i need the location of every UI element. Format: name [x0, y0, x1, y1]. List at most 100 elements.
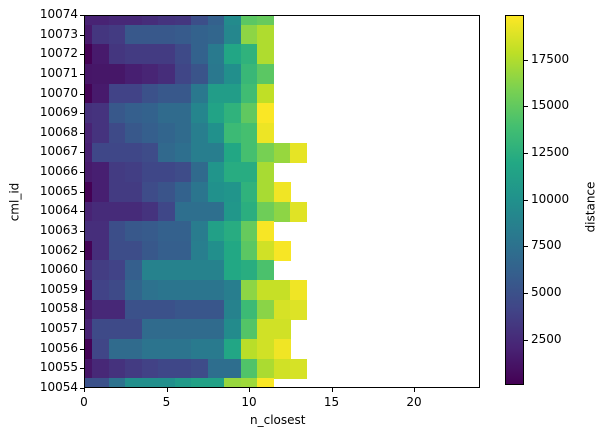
- heatmap-cell: [174, 201, 192, 222]
- heatmap-cell: [240, 221, 258, 242]
- heatmap-cell: [273, 280, 291, 301]
- heatmap-cell: [257, 201, 275, 222]
- heatmap-cell: [108, 240, 126, 261]
- heatmap-cell: [174, 378, 192, 388]
- y-tick-label: 10064: [39, 203, 78, 218]
- colorbar: [505, 15, 524, 385]
- heatmap-cell: [273, 240, 291, 261]
- y-tick-label: 10068: [39, 124, 78, 139]
- heatmap-cell: [108, 64, 126, 85]
- heatmap-cell: [224, 260, 242, 281]
- y-tick: [80, 113, 84, 115]
- heatmap-cell: [207, 299, 225, 320]
- heatmap-cell: [191, 280, 209, 301]
- heatmap-cell: [141, 260, 159, 281]
- heatmap-cell: [207, 221, 225, 242]
- heatmap-cell: [273, 319, 291, 340]
- y-tick: [80, 93, 84, 95]
- heatmap-cell: [174, 24, 192, 45]
- heatmap-cell: [290, 142, 308, 163]
- y-axis-title: cml_id: [7, 182, 22, 222]
- heatmap-cell: [174, 83, 192, 104]
- y-tick-label: 10060: [39, 262, 78, 277]
- heatmap-cell: [224, 358, 242, 379]
- heatmap-cell: [158, 299, 176, 320]
- heatmap-cell: [108, 299, 126, 320]
- heatmap-cell: [257, 83, 275, 104]
- heatmap-cell: [224, 15, 242, 26]
- colorbar-tick: [524, 246, 528, 248]
- heatmap-cell: [240, 358, 258, 379]
- x-tick: [249, 388, 250, 392]
- heatmap-cell: [290, 299, 308, 320]
- heatmap-cell: [191, 221, 209, 242]
- colorbar-tick-label: 15000: [531, 98, 570, 113]
- heatmap-cell: [108, 378, 126, 388]
- x-axis-title: n_closest: [250, 413, 306, 427]
- heatmap-cell: [191, 142, 209, 163]
- heatmap-cell: [108, 103, 126, 124]
- heatmap-cell: [84, 358, 93, 379]
- heatmap-cell: [84, 260, 93, 281]
- heatmap-cell: [207, 260, 225, 281]
- heatmap-cell: [125, 240, 143, 261]
- heatmap-cell: [224, 378, 242, 388]
- heatmap-cell: [290, 201, 308, 222]
- heatmap-cell: [174, 162, 192, 183]
- heatmap-cell: [125, 24, 143, 45]
- heatmap-cell: [191, 181, 209, 202]
- y-tick: [80, 172, 84, 174]
- heatmap-cell: [158, 181, 176, 202]
- x-tick: [84, 388, 85, 392]
- heatmap-cell: [84, 338, 93, 359]
- y-tick-label: 10067: [39, 144, 78, 159]
- heatmap-cell: [207, 378, 225, 388]
- heatmap-cell: [290, 280, 308, 301]
- heatmap-cell: [158, 260, 176, 281]
- heatmap-cell: [191, 240, 209, 261]
- colorbar-tick-label: 7500: [531, 238, 562, 253]
- heatmap-cell: [224, 319, 242, 340]
- heatmap-cell: [158, 142, 176, 163]
- heatmap-cell: [84, 221, 93, 242]
- x-tick-label: 5: [162, 395, 171, 409]
- heatmap-cell: [125, 64, 143, 85]
- x-tick: [414, 388, 415, 392]
- heatmap-cell: [158, 280, 176, 301]
- heatmap-cell: [125, 358, 143, 379]
- heatmap-cell: [84, 280, 93, 301]
- y-tick-label: 10059: [39, 281, 78, 296]
- heatmap-cell: [158, 319, 176, 340]
- x-tick-label: 0: [80, 395, 88, 409]
- heatmap-cell: [257, 64, 275, 85]
- heatmap-cell: [207, 64, 225, 85]
- heatmap-cell: [207, 122, 225, 143]
- heatmap-cell: [240, 162, 258, 183]
- heatmap-cell: [207, 24, 225, 45]
- heatmap-cell: [84, 378, 93, 388]
- heatmap-cell: [108, 319, 126, 340]
- heatmap-cell: [84, 24, 93, 45]
- heatmap-cell: [240, 240, 258, 261]
- heatmap-cell: [224, 162, 242, 183]
- heatmap-cell: [257, 162, 275, 183]
- heatmap-cell: [108, 338, 126, 359]
- heatmap-cell: [240, 122, 258, 143]
- heatmap-plot-area: [84, 15, 480, 388]
- heatmap-cell: [240, 15, 258, 26]
- heatmap-cell: [108, 142, 126, 163]
- y-tick: [80, 348, 84, 350]
- heatmap-cell: [273, 142, 291, 163]
- y-tick-label: 10056: [39, 340, 78, 355]
- heatmap-cell: [108, 122, 126, 143]
- y-tick-label: 10054: [39, 380, 78, 394]
- heatmap-cell: [207, 142, 225, 163]
- heatmap-cell: [125, 122, 143, 143]
- heatmap-cell: [191, 15, 209, 26]
- x-tick-label: 15: [323, 395, 340, 409]
- colorbar-tick: [524, 339, 528, 341]
- heatmap-cell: [108, 44, 126, 65]
- heatmap-cell: [141, 240, 159, 261]
- heatmap-cell: [174, 280, 192, 301]
- heatmap-cell: [191, 358, 209, 379]
